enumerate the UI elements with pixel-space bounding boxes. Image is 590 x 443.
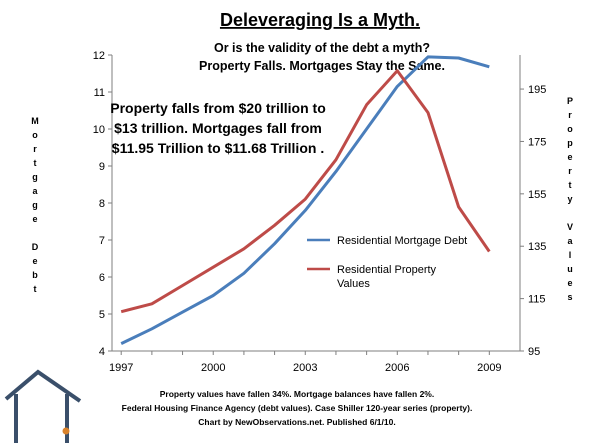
y-left-tick-label: 12 bbox=[93, 50, 105, 62]
y-left-label-letter: e bbox=[32, 214, 37, 224]
y-left-label-letter: g bbox=[32, 172, 38, 182]
y-right-label-letter: p bbox=[567, 138, 573, 148]
x-tick-label: 2003 bbox=[293, 362, 317, 374]
legend-label-mortgage: Residential Mortgage Debt bbox=[337, 235, 467, 247]
legend-label-property-line-1: Residential Property bbox=[337, 264, 437, 276]
y-left-tick-label: 5 bbox=[99, 309, 105, 321]
y-right-label-letter: e bbox=[567, 278, 572, 288]
x-tick-label: 2009 bbox=[477, 362, 501, 374]
legend: Residential Mortgage Debt Residential Pr… bbox=[307, 235, 467, 290]
y-right-label-letter: r bbox=[568, 166, 572, 176]
flower-icon bbox=[62, 427, 70, 435]
x-tick-label: 2000 bbox=[201, 362, 225, 374]
y-right-label-letter: V bbox=[567, 222, 573, 232]
annotation-line-2: $13 trillion. Mortgages fall from bbox=[114, 120, 322, 136]
x-tick-label: 2006 bbox=[385, 362, 409, 374]
y-right-label-letter: u bbox=[567, 264, 573, 274]
y-right-label-letter: t bbox=[569, 180, 572, 190]
y-right-tick-label: 195 bbox=[528, 84, 546, 96]
x-tick-label: 1997 bbox=[109, 362, 133, 374]
chart-subtitle-line-1: Or is the validity of the debt a myth? bbox=[214, 41, 430, 55]
y-right-label-letter: P bbox=[567, 96, 573, 106]
y-left-label-letter: t bbox=[34, 158, 37, 168]
y-left-tick-label: 9 bbox=[99, 161, 105, 173]
y-left-tick-label: 8 bbox=[99, 198, 105, 210]
series-line-mortgage-debt bbox=[120, 55, 490, 345]
y-right-tick-label: 115 bbox=[528, 294, 546, 306]
y-left-tick-label: 6 bbox=[99, 272, 105, 284]
y-right-label-letter: e bbox=[567, 152, 572, 162]
y-right-label-letter: s bbox=[567, 292, 572, 302]
y-right-label-letter: l bbox=[569, 250, 572, 260]
y-right-tick-label: 155 bbox=[528, 189, 546, 201]
y-left-label-letter: D bbox=[32, 242, 39, 252]
plot-axes: 4 5 6 7 8 9 10 11 12 95 115 135 155 175 195 1997 2000 200… bbox=[93, 50, 547, 374]
y-right-tick-label: 95 bbox=[528, 346, 540, 358]
y-left-label-letter: r bbox=[33, 144, 37, 154]
house-logo bbox=[4, 369, 82, 443]
annotation-line-1: Property falls from $20 trillion to bbox=[110, 100, 326, 116]
y-left-label-letter: t bbox=[34, 284, 37, 294]
series-line-property-values bbox=[120, 69, 491, 314]
y-right-label-letter: a bbox=[567, 236, 573, 246]
y-left-tick-label: 7 bbox=[99, 235, 105, 247]
y-right-label-letter: r bbox=[568, 110, 572, 120]
y-right-tick-label: 175 bbox=[528, 136, 546, 148]
y-left-label-letter: b bbox=[32, 270, 38, 280]
house-walls bbox=[14, 394, 69, 443]
y-right-label-letter: y bbox=[567, 194, 572, 204]
y-left-label-letter: o bbox=[32, 130, 38, 140]
y-left-label-letter: g bbox=[32, 200, 38, 210]
y-right-label-letter: o bbox=[567, 124, 573, 134]
footer-line-3: Chart by NewObservations.net. Published … bbox=[198, 417, 395, 427]
annotation-line-3: $11.95 Trillion to $11.68 Trillion . bbox=[112, 140, 324, 156]
y-left-tick-label: 10 bbox=[93, 124, 105, 136]
series-layer bbox=[120, 55, 491, 345]
footer-line-1: Property values have fallen 34%. Mortgag… bbox=[160, 389, 434, 399]
house-roof bbox=[4, 369, 82, 403]
y-right-tick-label: 135 bbox=[528, 241, 546, 253]
footer-line-2: Federal Housing Finance Agency (debt val… bbox=[122, 403, 473, 413]
y-left-label-letter: a bbox=[32, 186, 38, 196]
y-left-tick-label: 4 bbox=[99, 346, 105, 358]
legend-label-property-line-2: Values bbox=[337, 278, 370, 290]
y-left-tick-label: 11 bbox=[94, 87, 105, 99]
y-left-label-letter: e bbox=[32, 256, 37, 266]
chart-subtitle-line-2: Property Falls. Mortgages Stay the Same. bbox=[199, 59, 445, 73]
chart-title: Deleveraging Is a Myth. bbox=[220, 10, 420, 30]
y-left-label-letter: M bbox=[31, 116, 39, 126]
